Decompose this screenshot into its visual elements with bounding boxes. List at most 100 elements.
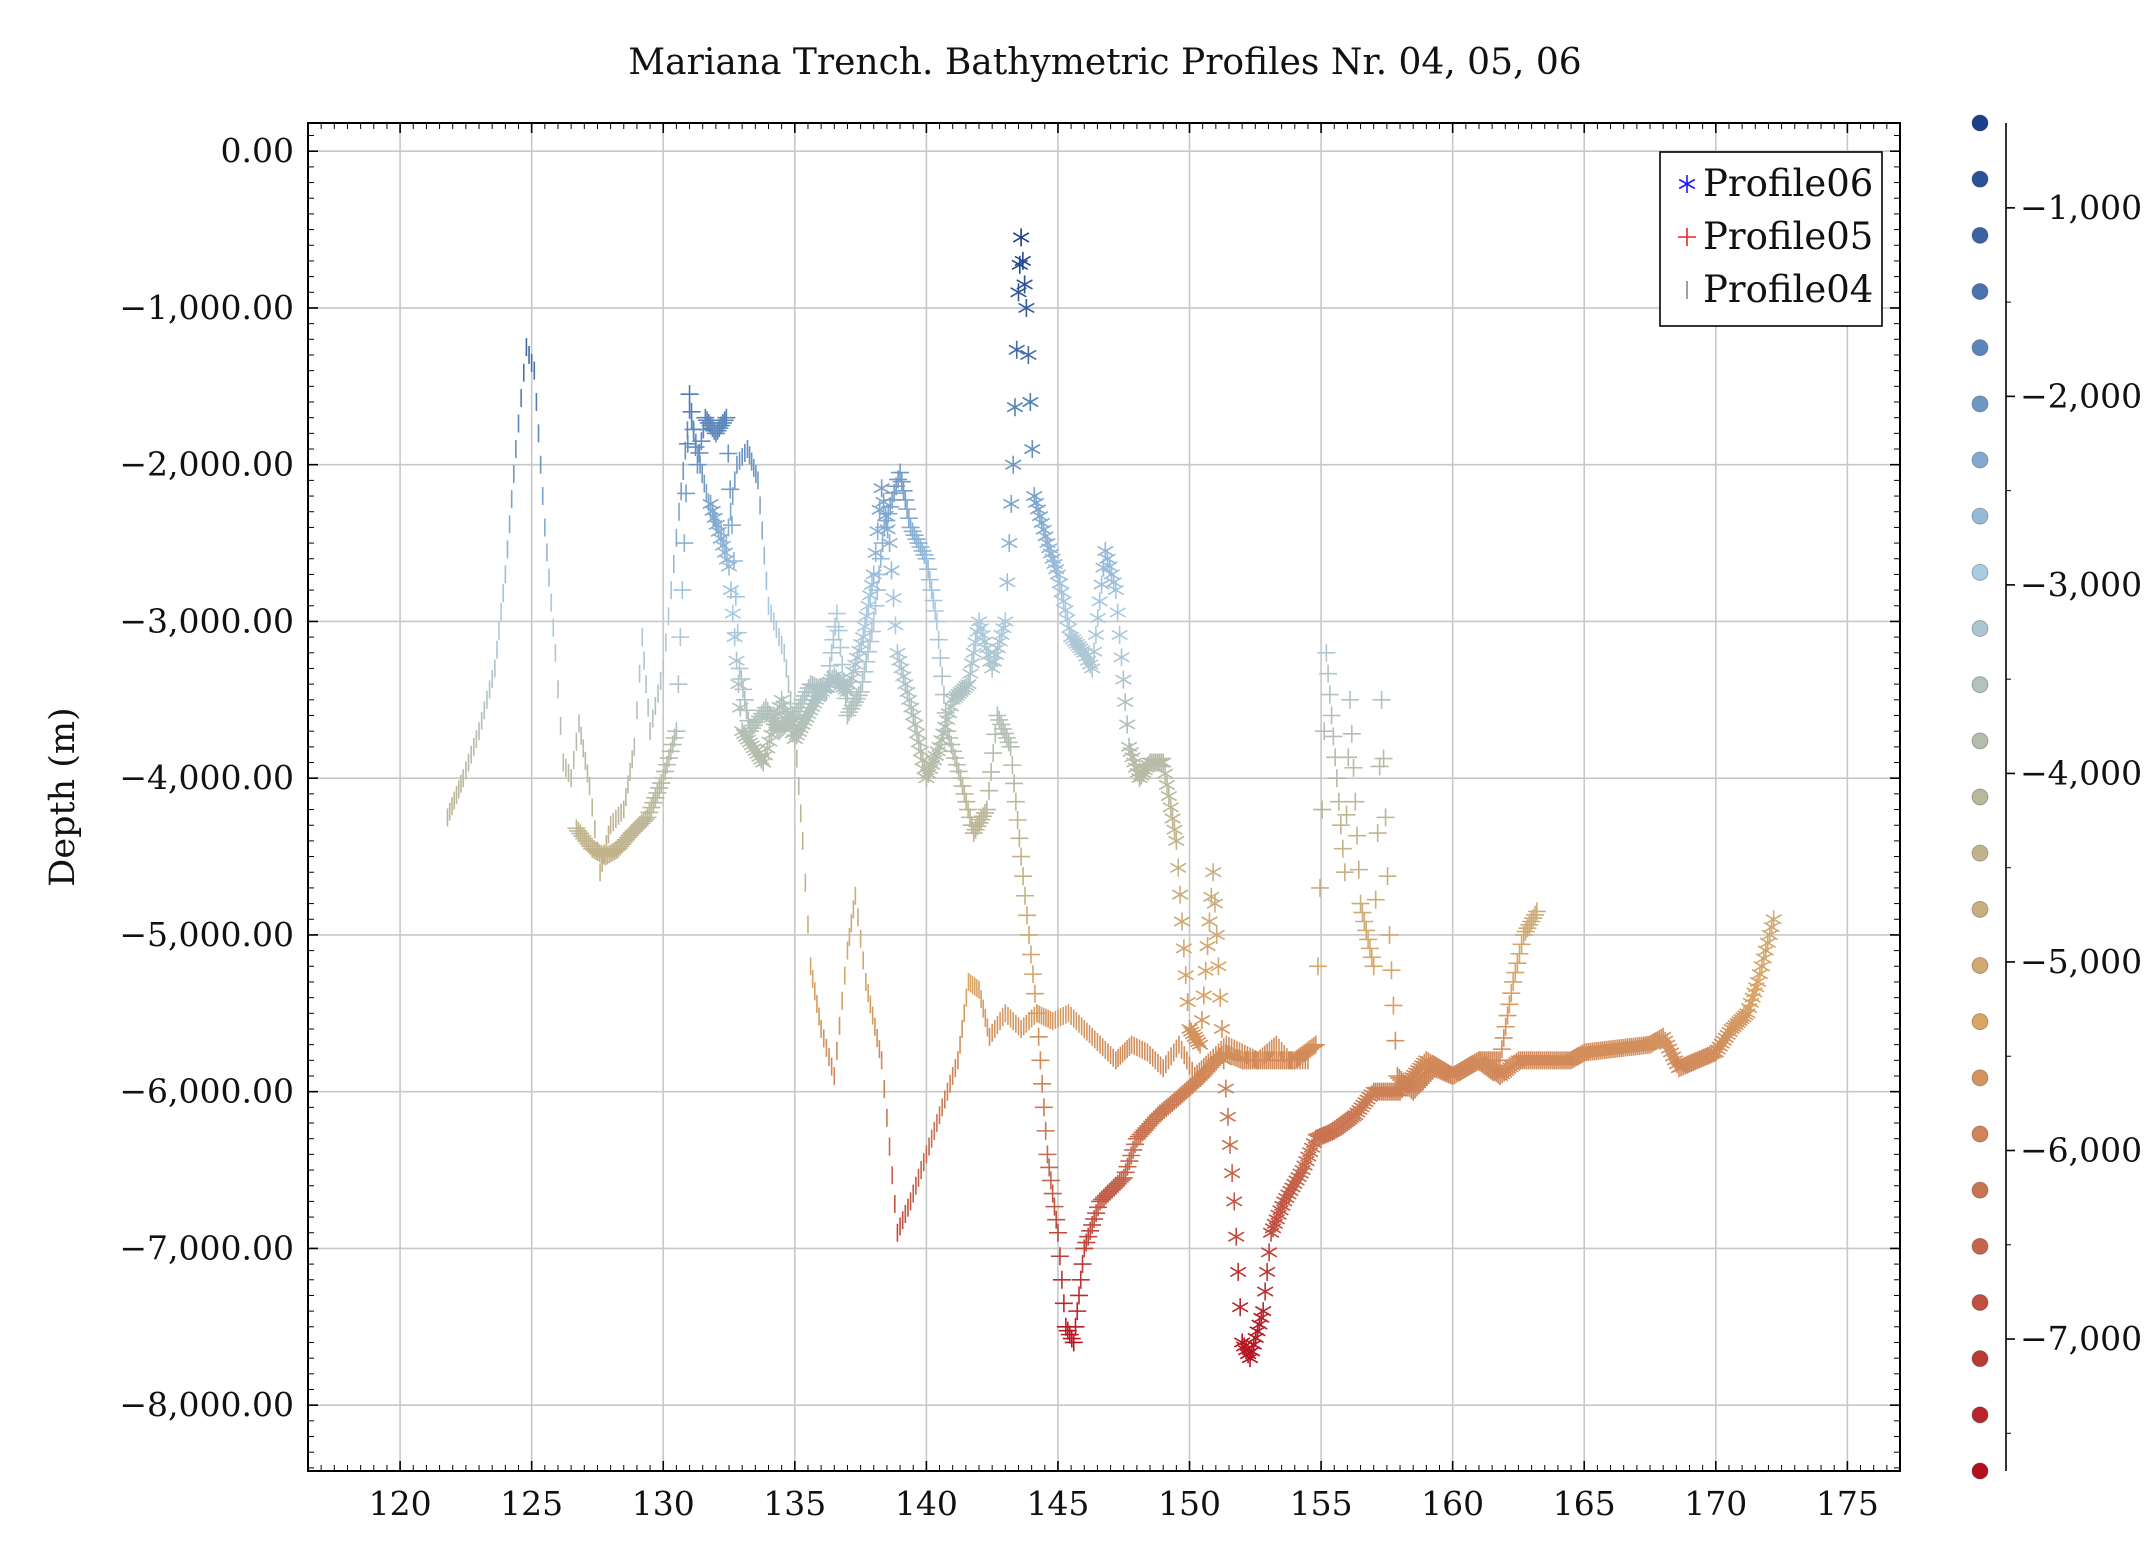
data-point bbox=[1188, 1030, 1205, 1049]
data-point bbox=[728, 651, 745, 670]
colorbar-swatch bbox=[1971, 563, 1989, 581]
x-tick-label: 125 bbox=[500, 1484, 563, 1523]
data-point bbox=[1213, 1019, 1231, 1038]
data-point bbox=[864, 612, 883, 631]
data-point bbox=[819, 669, 838, 688]
data-point bbox=[1342, 724, 1361, 743]
data-point bbox=[1344, 758, 1363, 777]
colorbar-swatch bbox=[1971, 844, 1989, 862]
data-point bbox=[1071, 1270, 1090, 1289]
data-point bbox=[1175, 939, 1193, 958]
data-point bbox=[1154, 753, 1172, 772]
data-point bbox=[1093, 575, 1110, 594]
data-point bbox=[873, 534, 892, 553]
x-tick-label: 165 bbox=[1553, 1484, 1616, 1523]
legend-label-profile06: Profile06 bbox=[1703, 162, 1873, 205]
data-point bbox=[833, 655, 852, 674]
data-point bbox=[1348, 826, 1367, 845]
data-point bbox=[905, 526, 924, 545]
data-point bbox=[951, 769, 970, 788]
data-point bbox=[1221, 1135, 1239, 1154]
data-point bbox=[1320, 685, 1339, 704]
colorbar-swatch bbox=[1971, 676, 1989, 694]
colorbar-swatch bbox=[1971, 1294, 1989, 1311]
colorbar-swatch bbox=[1971, 395, 1989, 413]
data-point bbox=[787, 702, 806, 721]
data-point bbox=[1038, 1145, 1057, 1164]
data-point bbox=[1512, 935, 1531, 954]
colorbar-swatch bbox=[1971, 339, 1989, 357]
data-point bbox=[673, 581, 692, 600]
data-point bbox=[936, 703, 955, 722]
data-point bbox=[1160, 787, 1178, 806]
data-point bbox=[1006, 398, 1024, 417]
data-point bbox=[963, 654, 981, 673]
data-point bbox=[1368, 824, 1387, 843]
data-point bbox=[1010, 283, 1027, 302]
colorbar-swatch bbox=[1971, 1350, 1989, 1368]
data-point bbox=[933, 667, 952, 686]
data-point bbox=[1339, 748, 1358, 767]
data-point bbox=[1012, 228, 1030, 247]
data-point bbox=[1201, 912, 1218, 931]
data-point bbox=[1016, 886, 1035, 905]
data-point bbox=[1005, 774, 1024, 793]
legend-label-profile04: Profile04 bbox=[1703, 268, 1873, 311]
data-point bbox=[960, 808, 979, 827]
data-point bbox=[1049, 565, 1067, 584]
y-axis-label: Depth (m) bbox=[43, 707, 83, 886]
data-point bbox=[879, 504, 898, 523]
data-point bbox=[1113, 648, 1130, 667]
data-point bbox=[1502, 984, 1521, 1003]
data-point bbox=[719, 444, 738, 463]
data-point bbox=[1327, 769, 1346, 788]
data-point bbox=[1319, 664, 1338, 683]
colorbar-swatch bbox=[1971, 732, 1989, 750]
x-tick-label: 155 bbox=[1290, 1484, 1353, 1523]
legend-marker-profile05 bbox=[1678, 228, 1696, 246]
data-point bbox=[1016, 275, 1033, 294]
data-point bbox=[1260, 1243, 1278, 1262]
data-point bbox=[1054, 1294, 1073, 1313]
data-point bbox=[1179, 993, 1196, 1012]
data-point bbox=[1504, 972, 1523, 991]
data-point bbox=[1111, 625, 1128, 644]
colorbar: −1,000 −2,000 −3,000 −4,000 −5,000 −6,000 −7,0… bbox=[1971, 114, 2142, 1480]
colorbar-swatch bbox=[1971, 507, 1989, 525]
data-point bbox=[877, 511, 896, 530]
data-point bbox=[1012, 847, 1031, 866]
data-point bbox=[994, 719, 1013, 738]
data-point bbox=[995, 724, 1014, 743]
data-point bbox=[1060, 619, 1078, 638]
data-point bbox=[1109, 603, 1126, 622]
data-point bbox=[1047, 1210, 1066, 1229]
data-point bbox=[1193, 1011, 1211, 1030]
data-point bbox=[889, 470, 908, 489]
data-point bbox=[735, 690, 754, 709]
data-point bbox=[1022, 393, 1039, 412]
data-point bbox=[1364, 957, 1383, 976]
data-point bbox=[953, 777, 972, 796]
data-point bbox=[1349, 1103, 1366, 1122]
data-point bbox=[1115, 670, 1132, 689]
data-point bbox=[721, 480, 740, 499]
data-point bbox=[724, 551, 743, 570]
data-point bbox=[919, 560, 938, 579]
x-tick-label: 135 bbox=[763, 1484, 826, 1523]
data-point bbox=[1353, 1098, 1370, 1117]
data-point bbox=[1117, 693, 1134, 712]
y-tick-label: −5,000.00 bbox=[119, 915, 294, 954]
data-point bbox=[857, 652, 876, 671]
data-point bbox=[1208, 925, 1225, 944]
data-point bbox=[873, 479, 890, 498]
colorbar-tick-label: −3,000 bbox=[2020, 565, 2142, 604]
data-point bbox=[903, 522, 922, 541]
data-point bbox=[1177, 966, 1194, 985]
data-point bbox=[1382, 961, 1401, 980]
data-point bbox=[977, 800, 996, 819]
data-point bbox=[904, 706, 922, 725]
x-tick-label: 140 bbox=[895, 1484, 958, 1523]
colorbar-swatch bbox=[1971, 1181, 1989, 1199]
data-point bbox=[934, 685, 953, 704]
data-point bbox=[1031, 1051, 1050, 1070]
